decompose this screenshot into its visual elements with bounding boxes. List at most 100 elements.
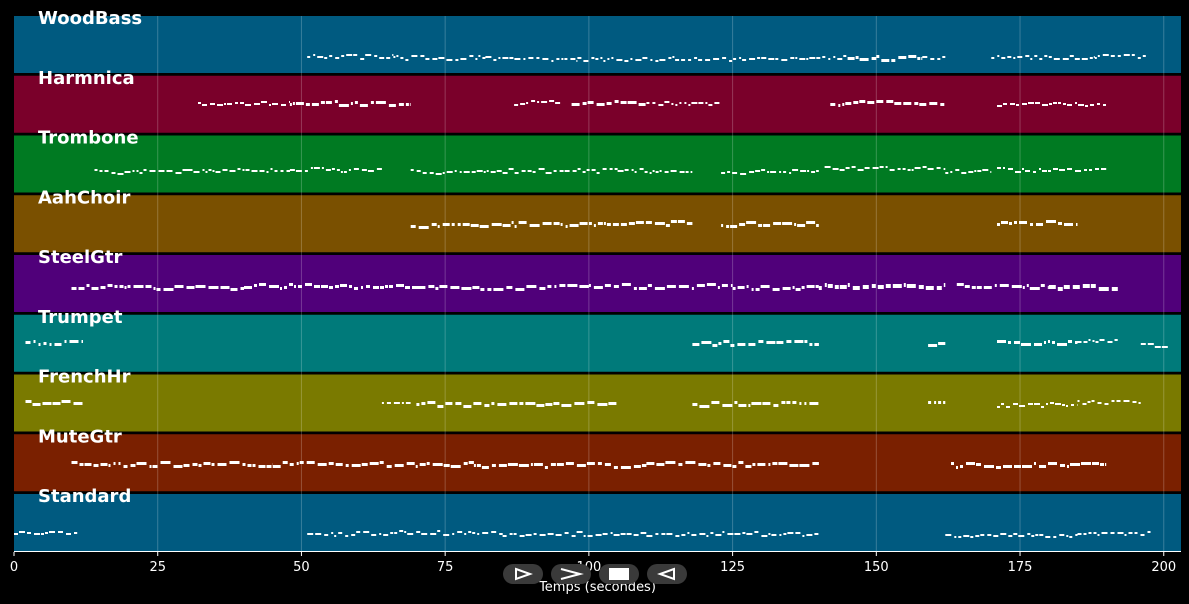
note — [659, 59, 666, 61]
note — [677, 220, 685, 223]
note-cluster — [588, 283, 733, 290]
note — [698, 463, 707, 466]
note — [317, 463, 327, 466]
note — [945, 534, 952, 536]
note — [1090, 284, 1096, 288]
note — [602, 168, 607, 170]
note — [252, 464, 256, 467]
note — [943, 168, 946, 170]
note — [369, 462, 379, 465]
note — [787, 532, 794, 534]
note — [617, 170, 624, 172]
note — [555, 102, 561, 104]
note — [701, 341, 712, 344]
note — [668, 57, 672, 59]
note — [1019, 405, 1025, 407]
note — [325, 169, 331, 171]
note — [1052, 341, 1055, 344]
note — [79, 463, 84, 466]
note — [280, 170, 284, 172]
note — [877, 285, 884, 289]
note — [556, 58, 560, 60]
note — [751, 402, 762, 405]
note — [160, 461, 171, 464]
note — [583, 60, 589, 62]
note — [914, 167, 921, 169]
note — [773, 404, 779, 407]
note — [261, 101, 267, 103]
note — [1072, 285, 1080, 289]
note — [367, 170, 374, 172]
note — [211, 463, 215, 466]
next-button[interactable] — [551, 564, 591, 584]
note — [149, 465, 152, 468]
note — [845, 102, 852, 105]
note — [859, 100, 866, 103]
note — [911, 169, 914, 171]
note — [404, 531, 407, 533]
note — [789, 172, 792, 174]
note — [19, 531, 25, 533]
note — [768, 58, 775, 60]
note — [734, 401, 738, 404]
note — [1001, 57, 1006, 59]
note — [295, 102, 304, 105]
note — [421, 533, 428, 535]
note — [1025, 170, 1030, 172]
note — [348, 169, 351, 171]
note — [730, 225, 738, 228]
note — [560, 223, 563, 226]
note — [582, 171, 586, 173]
note — [597, 222, 603, 225]
note — [1098, 287, 1109, 291]
note — [401, 402, 404, 404]
note — [666, 533, 673, 535]
note — [439, 285, 448, 288]
note — [624, 60, 629, 62]
note — [975, 535, 980, 537]
note — [853, 101, 859, 104]
note — [918, 285, 924, 289]
note — [354, 287, 358, 290]
note — [976, 463, 981, 466]
reverse-play-button[interactable] — [647, 564, 687, 584]
note — [987, 534, 992, 536]
note — [476, 170, 483, 172]
note — [514, 58, 521, 60]
note — [635, 221, 644, 224]
note — [757, 57, 761, 59]
track-row — [14, 314, 1181, 372]
note — [1059, 169, 1065, 171]
note — [768, 463, 771, 466]
note — [646, 102, 650, 104]
note — [1048, 462, 1057, 465]
note — [940, 103, 945, 106]
note — [746, 221, 757, 224]
note — [341, 55, 345, 57]
note — [783, 533, 787, 535]
stop-button[interactable] — [599, 564, 639, 584]
note — [416, 403, 420, 406]
note — [1053, 536, 1057, 538]
reverse-play-icon — [657, 567, 675, 581]
note — [1077, 404, 1078, 406]
note — [502, 57, 509, 59]
note — [596, 103, 605, 106]
note — [832, 168, 839, 170]
note — [428, 285, 435, 288]
play-button[interactable] — [503, 564, 543, 584]
note — [631, 169, 634, 171]
note — [922, 166, 927, 168]
note — [133, 285, 144, 288]
note — [749, 58, 756, 60]
note — [519, 535, 525, 537]
note — [801, 286, 805, 289]
note — [1003, 103, 1007, 105]
note — [468, 461, 474, 464]
note — [1035, 102, 1040, 104]
note — [609, 168, 613, 170]
note — [781, 59, 788, 61]
note-cluster — [14, 531, 78, 535]
note — [416, 170, 421, 172]
note — [569, 224, 579, 227]
